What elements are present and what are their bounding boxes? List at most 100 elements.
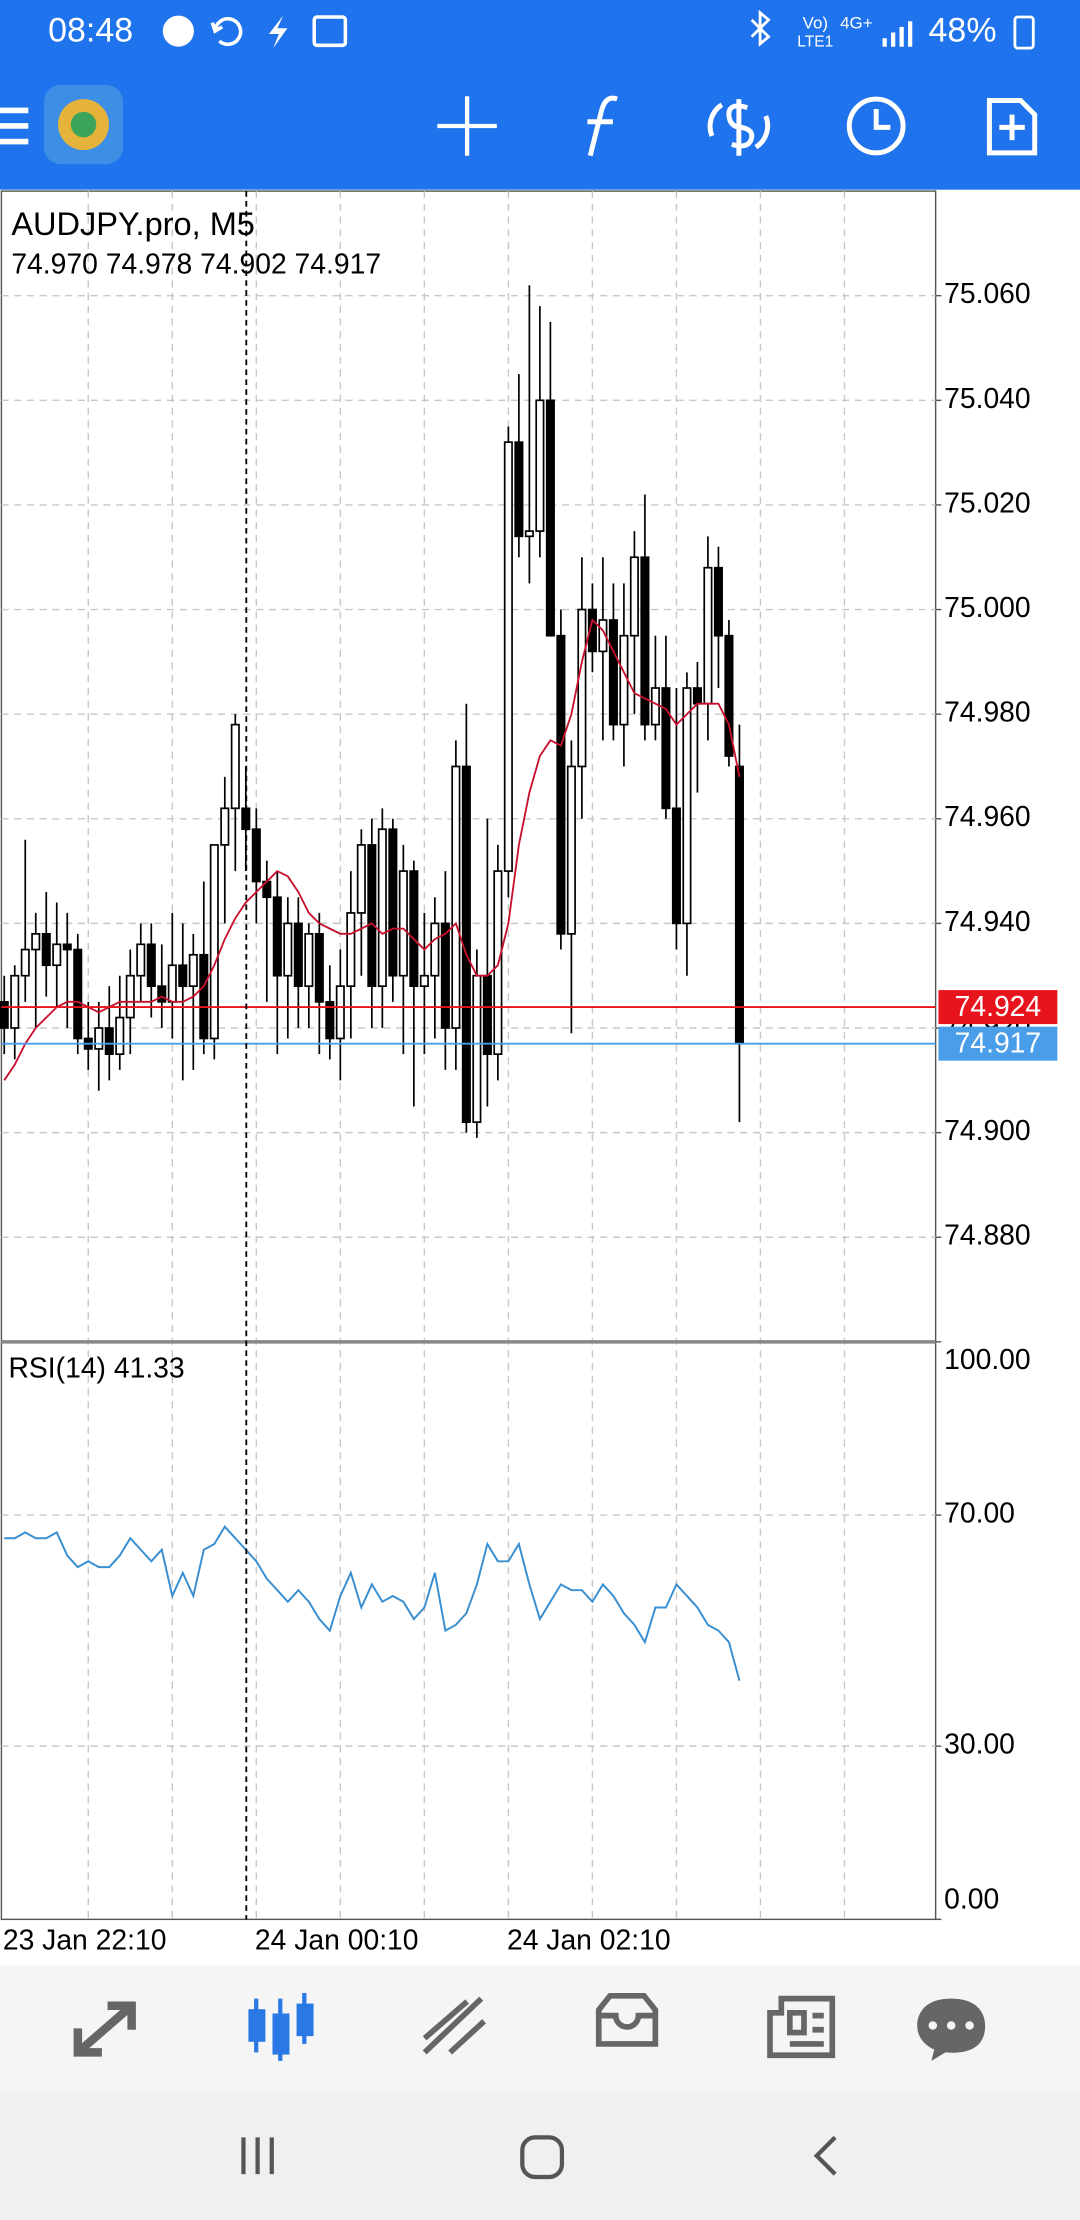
battery-icon bbox=[1013, 15, 1035, 50]
candle-body bbox=[629, 556, 639, 637]
news-tab[interactable] bbox=[767, 1995, 836, 2059]
price-label: 74.924 bbox=[955, 990, 1042, 1022]
candle-body bbox=[556, 634, 566, 935]
candle-body bbox=[73, 948, 83, 1040]
candle-body bbox=[640, 556, 650, 726]
candle-body bbox=[724, 634, 734, 757]
candle-body bbox=[608, 619, 618, 726]
crosshair-button[interactable] bbox=[437, 96, 497, 156]
candle-body bbox=[220, 807, 230, 846]
system-nav bbox=[0, 2093, 1080, 2220]
candle-body bbox=[598, 619, 608, 653]
status-time: 08:48 bbox=[48, 12, 133, 50]
y-tick-label: 75.040 bbox=[944, 382, 1031, 414]
y-tick-label: 75.000 bbox=[944, 591, 1031, 623]
candle-body bbox=[545, 399, 555, 637]
candle-body bbox=[482, 974, 492, 1056]
candle-body bbox=[503, 441, 513, 872]
candle-body bbox=[20, 948, 30, 977]
y-tick-label: 100.00 bbox=[944, 1343, 1031, 1375]
candle-body bbox=[682, 687, 692, 925]
y-tick-label: 74.960 bbox=[944, 800, 1031, 832]
candle-body bbox=[650, 687, 660, 726]
trade-tab[interactable] bbox=[422, 1996, 487, 2055]
candle-body bbox=[199, 953, 209, 1040]
candle-body bbox=[692, 687, 702, 705]
candle-body bbox=[377, 828, 387, 988]
rsi-line bbox=[4, 1525, 741, 1681]
volte-text: Vo) bbox=[803, 14, 828, 33]
candle-body bbox=[524, 530, 534, 538]
history-tab[interactable] bbox=[595, 1992, 659, 2047]
candle-body bbox=[577, 608, 587, 768]
indicators-button[interactable] bbox=[587, 95, 619, 157]
y-tick-label: 74.900 bbox=[944, 1114, 1031, 1146]
y-tick-label: 75.020 bbox=[944, 486, 1031, 518]
candle-body bbox=[367, 844, 377, 988]
candle-body bbox=[251, 828, 261, 883]
candle-body bbox=[661, 687, 671, 810]
y-tick-label: 0.00 bbox=[944, 1882, 999, 1914]
candle-body bbox=[430, 922, 440, 977]
candle-body bbox=[346, 912, 356, 988]
candle-body bbox=[293, 922, 303, 988]
signal-icon bbox=[882, 21, 913, 47]
y-tick-label: 74.980 bbox=[944, 696, 1031, 728]
candle-body bbox=[734, 765, 744, 1045]
candle-body bbox=[451, 765, 461, 1029]
bluetooth-icon bbox=[750, 9, 771, 47]
candle-body bbox=[587, 608, 597, 653]
x-tick-label: 24 Jan 02:10 bbox=[507, 1923, 671, 1955]
recent-button[interactable] bbox=[241, 2137, 274, 2175]
chart-title: AUDJPY.pro, M5 bbox=[11, 206, 255, 242]
candle-body bbox=[335, 985, 345, 1040]
candle-body bbox=[115, 1016, 125, 1056]
candle-body bbox=[314, 933, 324, 1003]
rsi-title: RSI(14) 41.33 bbox=[8, 1352, 184, 1384]
candle-body bbox=[283, 922, 293, 977]
candle-body bbox=[41, 933, 51, 967]
candle-body bbox=[535, 399, 545, 532]
candle-body bbox=[419, 974, 429, 988]
candle-body bbox=[514, 441, 524, 538]
candle-body bbox=[440, 922, 450, 1029]
candle-body bbox=[146, 943, 156, 988]
menu-button[interactable] bbox=[0, 107, 29, 145]
candle-body bbox=[52, 943, 62, 967]
bottom-nav bbox=[0, 1964, 1080, 2094]
moving-average-line bbox=[3, 618, 741, 1081]
candle-body bbox=[356, 844, 366, 914]
candle-body bbox=[94, 1027, 104, 1050]
candle-body bbox=[157, 985, 167, 1003]
candle-body bbox=[409, 870, 419, 988]
candle-body bbox=[304, 933, 314, 988]
candle-body bbox=[398, 870, 408, 977]
y-tick-label: 30.00 bbox=[944, 1728, 1015, 1760]
app-bar bbox=[0, 0, 1080, 190]
y-tick-label: 70.00 bbox=[944, 1497, 1015, 1529]
price-label-box bbox=[938, 1026, 1058, 1061]
trade-button[interactable] bbox=[707, 99, 771, 156]
candle-body bbox=[325, 1001, 335, 1040]
back-button[interactable] bbox=[813, 2135, 837, 2176]
candle-body bbox=[209, 844, 219, 1040]
home-button[interactable] bbox=[520, 2135, 565, 2180]
candle-body bbox=[388, 828, 398, 977]
y-tick-label: 75.060 bbox=[944, 277, 1031, 309]
plot bbox=[0, 191, 936, 1920]
candle-body bbox=[566, 765, 576, 935]
candle-body bbox=[619, 634, 629, 726]
quotes-tab[interactable] bbox=[73, 2001, 136, 2057]
period-button[interactable] bbox=[846, 96, 906, 156]
new-order-button[interactable] bbox=[986, 98, 1038, 156]
chart-tab[interactable] bbox=[248, 1992, 314, 2061]
candle-body bbox=[178, 964, 188, 988]
price-label-box bbox=[938, 990, 1058, 1025]
candle-body bbox=[136, 943, 146, 977]
candle-body bbox=[125, 974, 135, 1019]
candle-body bbox=[272, 896, 282, 977]
image-icon bbox=[312, 15, 348, 48]
candle-body bbox=[0, 1001, 9, 1029]
